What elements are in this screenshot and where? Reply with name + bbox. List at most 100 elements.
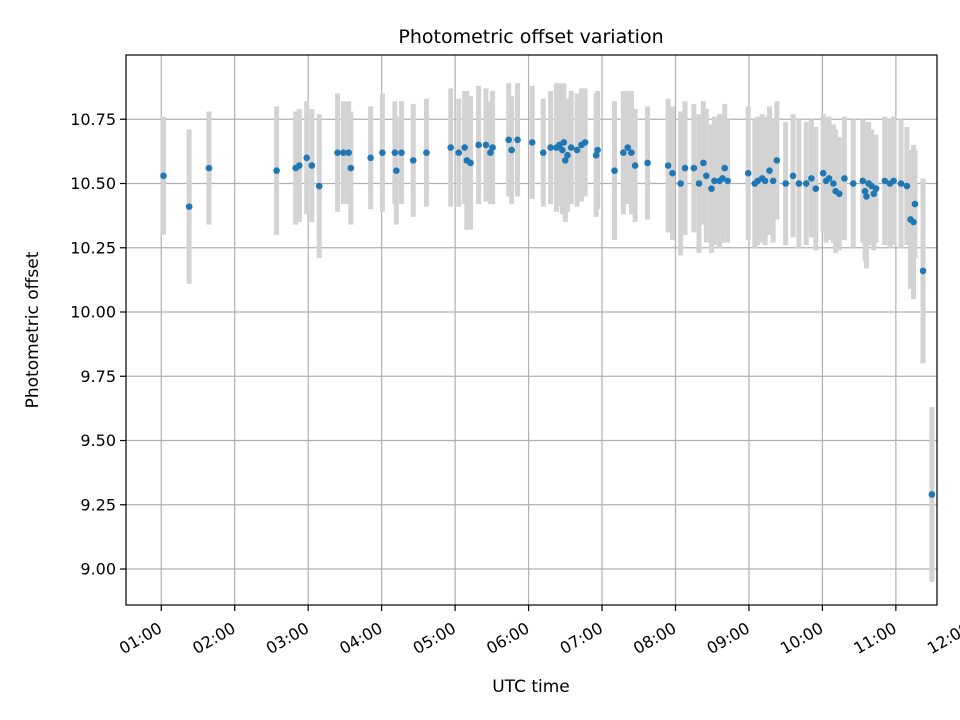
chart-title: Photometric offset variation xyxy=(398,26,663,48)
data-point xyxy=(861,187,869,195)
y-tick-label: 9.50 xyxy=(80,431,116,450)
data-point xyxy=(447,144,454,151)
data-point xyxy=(849,180,857,187)
y-tick-label: 10.50 xyxy=(70,174,116,193)
data-point xyxy=(345,149,352,156)
data-point xyxy=(347,164,355,172)
plot-frame xyxy=(125,54,938,606)
data-point xyxy=(769,177,777,185)
x-axis-ticks: 01:00 02:00 03:00 04:00 05:00 06:00 07:00 08:00… xyxy=(116,605,960,658)
data-point xyxy=(528,139,536,146)
data-point xyxy=(928,491,936,498)
data-point xyxy=(505,136,513,144)
x-tick-label: 07:00 xyxy=(557,618,606,658)
x-tick-label: 10:00 xyxy=(777,618,826,658)
data-point xyxy=(761,177,769,185)
data-point xyxy=(681,164,689,172)
data-point xyxy=(802,180,810,187)
data-point xyxy=(461,144,468,151)
data-point xyxy=(514,136,521,144)
data-point xyxy=(581,139,589,146)
data-point xyxy=(911,200,919,208)
data-point xyxy=(795,180,803,187)
y-tick-label: 9.25 xyxy=(80,495,116,514)
x-tick-label: 04:00 xyxy=(336,618,385,658)
y-tick-label: 9.75 xyxy=(80,367,116,386)
data-point xyxy=(160,172,167,180)
data-point xyxy=(863,193,870,200)
data-point xyxy=(391,149,399,156)
x-tick-label: 05:00 xyxy=(410,618,459,658)
data-point xyxy=(539,149,547,156)
y-tick-label: 9.00 xyxy=(80,560,116,579)
y-tick-label: 10.25 xyxy=(70,238,116,257)
data-point xyxy=(409,157,417,164)
data-point xyxy=(703,172,710,180)
data-point xyxy=(315,182,323,190)
data-point xyxy=(711,177,718,185)
data-point xyxy=(724,177,731,185)
data-point xyxy=(594,146,601,154)
data-point xyxy=(475,141,482,149)
data-point xyxy=(592,151,600,159)
data-point xyxy=(835,190,843,198)
data-point xyxy=(340,149,347,156)
data-point xyxy=(379,149,386,156)
data-point xyxy=(367,154,374,162)
data-point xyxy=(564,151,571,159)
data-point xyxy=(487,149,494,156)
data-point xyxy=(611,167,618,174)
x-tick-label: 06:00 xyxy=(483,618,532,658)
data-point xyxy=(508,146,515,154)
data-point xyxy=(719,175,726,182)
x-tick-label: 08:00 xyxy=(630,618,679,658)
data-point xyxy=(825,175,833,182)
data-point xyxy=(398,149,405,156)
data-point xyxy=(455,149,463,156)
x-axis-label: UTC time xyxy=(492,677,570,697)
data-point xyxy=(467,159,474,167)
data-point xyxy=(708,185,715,192)
x-tick-label: 03:00 xyxy=(263,618,312,658)
data-point xyxy=(624,144,632,151)
data-point xyxy=(903,182,911,190)
data-point xyxy=(830,180,837,187)
data-point xyxy=(334,149,341,156)
data-point xyxy=(567,144,575,151)
data-point xyxy=(808,175,815,182)
data-point xyxy=(897,180,905,187)
x-tick-label: 09:00 xyxy=(704,618,753,658)
data-point xyxy=(669,169,676,177)
data-point xyxy=(644,159,651,167)
data-point xyxy=(547,144,554,151)
data-point xyxy=(185,203,193,210)
data-point xyxy=(631,162,639,169)
data-point xyxy=(700,159,707,167)
data-point xyxy=(690,164,698,172)
data-point xyxy=(812,185,820,192)
y-tick-label: 10.75 xyxy=(70,110,116,129)
data-point xyxy=(677,180,684,187)
data-point xyxy=(773,157,781,164)
data-point xyxy=(573,146,581,154)
data-point xyxy=(560,139,568,146)
data-point xyxy=(789,172,797,180)
x-tick-label: 11:00 xyxy=(850,618,899,658)
data-point xyxy=(628,149,635,156)
y-axis-label: Photometric offset xyxy=(23,251,43,408)
x-tick-label: 02:00 xyxy=(189,618,238,658)
data-point xyxy=(782,180,789,187)
data-point xyxy=(205,164,213,172)
data-point xyxy=(695,180,703,187)
data-point xyxy=(561,157,569,164)
data-point xyxy=(393,167,400,174)
x-tick-label: 01:00 xyxy=(116,618,165,658)
data-point xyxy=(620,149,627,156)
x-tick-label: 12:00 xyxy=(924,618,960,658)
data-point xyxy=(721,164,729,172)
data-point xyxy=(303,154,311,162)
data-point xyxy=(919,267,927,275)
data-point xyxy=(489,144,496,151)
data-point xyxy=(296,162,303,169)
